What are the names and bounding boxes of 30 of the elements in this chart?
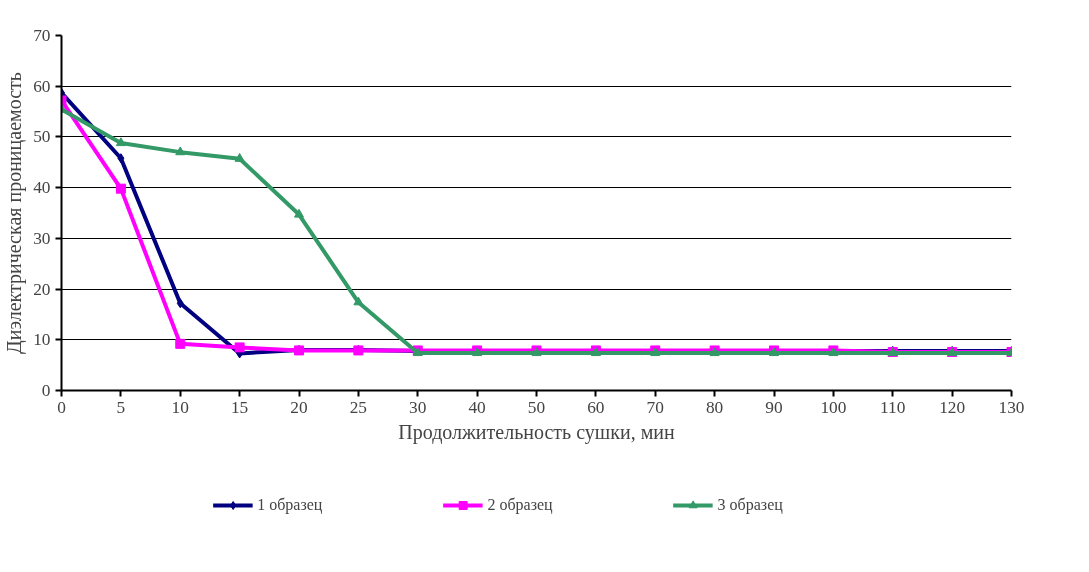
y-tick-label: 50 <box>33 127 51 147</box>
y-tick-label: 60 <box>33 76 51 96</box>
x-tick-label: 0 <box>57 397 66 417</box>
x-tick-label: 10 <box>171 397 189 417</box>
y-tick-label: 0 <box>41 381 51 400</box>
x-tick-label: 110 <box>880 397 906 417</box>
x-tick-label: 130 <box>998 397 1025 417</box>
y-tick-label: 40 <box>33 178 51 198</box>
y-tick-label: 10 <box>33 330 51 350</box>
x-tick-label: 120 <box>939 397 966 417</box>
legend-label: 1 образец <box>257 496 323 514</box>
y-axis-title: Диэлектрическая проницаемость <box>3 72 27 354</box>
x-tick-label: 25 <box>349 397 368 417</box>
y-tick-label: 70 <box>33 26 51 45</box>
x-tick-label: 90 <box>765 397 783 417</box>
x-tick-label: 80 <box>705 397 724 417</box>
x-tick-label: 15 <box>230 397 249 417</box>
legend-label: 3 образец <box>717 496 783 514</box>
x-tick-label: 5 <box>116 397 126 417</box>
x-tick-label: 30 <box>409 397 427 417</box>
x-tick-label: 20 <box>290 397 308 417</box>
x-tick-label: 50 <box>527 397 546 417</box>
x-axis-title: Продолжительность сушки, мин <box>398 420 676 444</box>
legend-label: 2 образец <box>487 496 553 514</box>
x-tick-label: 60 <box>587 397 605 417</box>
x-tick-label: 100 <box>820 397 847 417</box>
x-tick-label: 40 <box>468 397 486 417</box>
x-tick-label: 70 <box>646 397 664 417</box>
y-tick-label: 20 <box>33 279 51 299</box>
y-tick-label: 30 <box>33 228 51 248</box>
